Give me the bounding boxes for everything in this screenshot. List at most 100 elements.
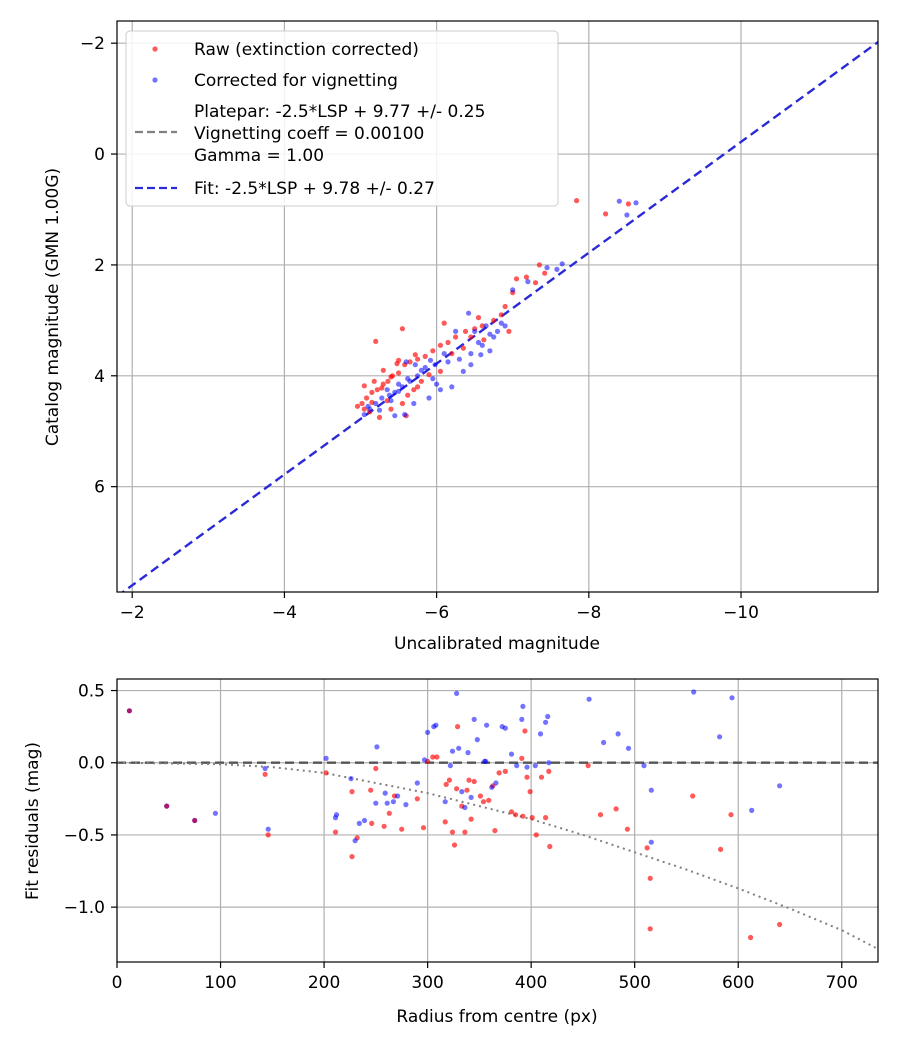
bot-raw-point xyxy=(471,778,477,785)
x-tick-label: −8 xyxy=(576,603,601,623)
bot-corrected-point xyxy=(514,763,520,769)
top-corrected-point xyxy=(405,376,411,382)
bot-raw-point xyxy=(522,728,528,734)
legend-fit-label: Fit: -2.5*LSP + 9.78 +/- 0.27 xyxy=(194,179,435,199)
top-raw-point xyxy=(502,303,508,310)
bot-raw-point xyxy=(748,934,754,941)
y-tick-label: −2 xyxy=(80,34,105,54)
bottom-lines xyxy=(117,761,878,950)
top-chart: −2 −4 −6 −8 −10 −2 0 2 4 6 Uncalibrated magnitude… xyxy=(43,20,879,654)
bot-corrected-point xyxy=(749,807,755,814)
bot-corrected-point xyxy=(524,764,530,770)
bot-raw-point xyxy=(613,806,619,812)
x-tick-label: 0 xyxy=(112,973,123,993)
top-corrected-point xyxy=(502,323,508,329)
bot-raw-point xyxy=(349,854,355,860)
top-corrected-point xyxy=(483,323,489,329)
bot-corrected-point xyxy=(454,690,460,697)
top-raw-point xyxy=(354,403,361,409)
bot-corrected-point xyxy=(395,793,401,799)
legend-corrected-marker xyxy=(152,77,158,83)
top-corrected-point xyxy=(388,398,394,404)
top-corrected-point xyxy=(361,412,367,418)
bot-raw-point xyxy=(446,777,452,783)
bot-raw-point xyxy=(585,763,591,769)
bot-raw-point xyxy=(414,796,420,802)
top-raw-point xyxy=(536,262,543,268)
bottom-plot-area xyxy=(117,679,878,962)
top-corrected-point xyxy=(559,261,565,267)
bot-raw-point xyxy=(533,832,539,838)
top-raw-point xyxy=(506,328,512,334)
y-tick-label: 0.0 xyxy=(78,754,105,774)
bot-corrected-point xyxy=(403,802,409,808)
top-raw-point xyxy=(460,345,466,351)
top-corrected-point xyxy=(376,407,383,413)
top-corrected-point xyxy=(403,359,409,365)
x-tick-label: −6 xyxy=(424,603,449,623)
top-corrected-point xyxy=(460,368,466,374)
top-x-axis-label: Uncalibrated magnitude xyxy=(394,634,600,654)
bot-corrected-point xyxy=(333,812,340,818)
top-fit-lines xyxy=(121,41,878,592)
top-raw-point xyxy=(468,334,474,340)
top-raw-point xyxy=(407,359,413,365)
top-corrected-point xyxy=(449,384,455,390)
top-raw-point xyxy=(388,406,394,412)
bot-raw-point xyxy=(538,774,545,780)
bot-raw-point xyxy=(449,829,456,835)
bot-corrected-point xyxy=(545,713,551,720)
bot-corrected-point xyxy=(493,780,499,786)
top-raw-point xyxy=(396,357,402,363)
bot-corrected-point xyxy=(729,695,735,701)
bot-raw-point xyxy=(464,787,470,793)
top-y-axis-label: Catalog magnitude (GMN 1.00G) xyxy=(43,168,63,446)
bot-raw-point xyxy=(728,812,734,818)
bot-raw-point xyxy=(508,809,515,815)
bot-corrected-point xyxy=(601,739,607,746)
y-tick-label: 0.5 xyxy=(78,682,105,702)
top-corrected-point xyxy=(437,387,443,393)
bot-corrected-point xyxy=(262,765,268,772)
top-raw-point xyxy=(415,384,421,390)
bot-raw-point xyxy=(434,754,440,760)
bot-corrected-point xyxy=(519,716,525,723)
x-tick-label: 700 xyxy=(826,973,858,993)
bot-raw-point xyxy=(543,815,549,821)
top-corrected-point xyxy=(616,198,622,204)
bot-raw-point xyxy=(262,771,268,777)
x-tick-label: −4 xyxy=(272,603,297,623)
top-raw-point xyxy=(396,370,402,376)
top-raw-point xyxy=(437,342,443,348)
top-raw-point xyxy=(426,372,432,378)
top-corrected-point xyxy=(544,265,550,271)
top-raw-point xyxy=(385,378,391,384)
top-raw-point xyxy=(449,351,455,357)
top-fit-line xyxy=(121,41,878,592)
top-raw-point xyxy=(603,211,609,217)
top-corrected-point xyxy=(487,348,493,354)
bot-corrected-point xyxy=(625,745,632,751)
legend-raw-marker xyxy=(152,46,158,52)
bot-raw-point xyxy=(368,787,374,793)
top-corrected-point xyxy=(478,352,484,358)
top-corrected-point xyxy=(418,367,424,373)
top-corrected-point xyxy=(430,376,436,382)
x-tick-label: 400 xyxy=(515,973,547,993)
top-raw-point xyxy=(412,352,418,358)
top-raw-point xyxy=(523,274,530,280)
top-raw-point xyxy=(437,368,443,374)
x-tick-label: −2 xyxy=(120,603,145,623)
bot-raw-point xyxy=(520,813,526,819)
top-ticks: −2 −4 −6 −8 −10 −2 0 2 4 6 xyxy=(80,34,759,623)
legend-corrected-label: Corrected for vignetting xyxy=(194,71,398,91)
bot-corrected-point xyxy=(484,722,490,728)
bot-corrected-point xyxy=(265,826,271,832)
bot-raw-point xyxy=(546,768,552,775)
top-raw-point xyxy=(388,374,394,380)
top-corrected-point xyxy=(412,362,418,368)
top-corrected-point xyxy=(392,413,398,419)
top-corrected-point xyxy=(525,279,531,285)
top-corrected-point xyxy=(441,351,447,357)
